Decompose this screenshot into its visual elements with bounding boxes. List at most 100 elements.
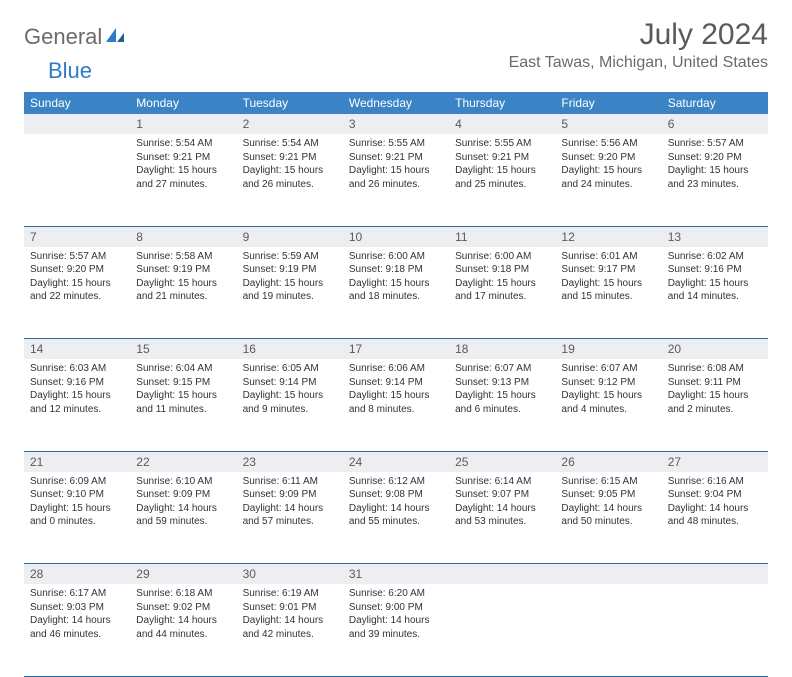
day-cell-body: Sunrise: 6:20 AMSunset: 9:00 PMDaylight:…: [343, 584, 449, 647]
day-cell: Sunrise: 6:02 AMSunset: 9:16 PMDaylight:…: [662, 247, 768, 339]
day-number-label: 14: [24, 339, 130, 359]
day-number-row: 21222324252627: [24, 451, 768, 472]
day-cell-body: Sunrise: 6:15 AMSunset: 9:05 PMDaylight:…: [555, 472, 661, 535]
logo-sail-icon: [104, 26, 126, 49]
day-cell: Sunrise: 6:11 AMSunset: 9:09 PMDaylight:…: [237, 472, 343, 564]
day-number-label: 23: [237, 452, 343, 472]
day-number-label: 28: [24, 564, 130, 584]
day-number-label: 22: [130, 452, 236, 472]
day-cell-body: Sunrise: 6:02 AMSunset: 9:16 PMDaylight:…: [662, 247, 768, 310]
day-number-label: 30: [237, 564, 343, 584]
day-number-label: 5: [555, 114, 661, 134]
day-cell-body: Sunrise: 6:04 AMSunset: 9:15 PMDaylight:…: [130, 359, 236, 422]
day-number: 26: [555, 451, 661, 472]
day-cell: Sunrise: 5:56 AMSunset: 9:20 PMDaylight:…: [555, 134, 661, 226]
day-number: 18: [449, 339, 555, 360]
day-cell-body: Sunrise: 5:59 AMSunset: 9:19 PMDaylight:…: [237, 247, 343, 310]
day-cell: Sunrise: 6:09 AMSunset: 9:10 PMDaylight:…: [24, 472, 130, 564]
day-number-label: 7: [24, 227, 130, 247]
day-cell-body: Sunrise: 6:01 AMSunset: 9:17 PMDaylight:…: [555, 247, 661, 310]
day-number-label: 2: [237, 114, 343, 134]
day-number: 2: [237, 114, 343, 134]
day-cell: Sunrise: 6:03 AMSunset: 9:16 PMDaylight:…: [24, 359, 130, 451]
day-cell: Sunrise: 5:57 AMSunset: 9:20 PMDaylight:…: [24, 247, 130, 339]
day-cell-empty: [24, 134, 130, 226]
day-cell: Sunrise: 5:57 AMSunset: 9:20 PMDaylight:…: [662, 134, 768, 226]
logo-text-blue: Blue: [48, 58, 92, 84]
day-cell-body: Sunrise: 6:00 AMSunset: 9:18 PMDaylight:…: [449, 247, 555, 310]
day-number: 11: [449, 226, 555, 247]
day-number: 28: [24, 564, 130, 585]
day-cell: Sunrise: 6:15 AMSunset: 9:05 PMDaylight:…: [555, 472, 661, 564]
day-number-label: 26: [555, 452, 661, 472]
day-body-row: Sunrise: 6:03 AMSunset: 9:16 PMDaylight:…: [24, 359, 768, 451]
day-cell: Sunrise: 6:20 AMSunset: 9:00 PMDaylight:…: [343, 584, 449, 676]
day-number-empty: [555, 564, 661, 585]
day-number-label: 15: [130, 339, 236, 359]
day-cell-body: Sunrise: 5:54 AMSunset: 9:21 PMDaylight:…: [130, 134, 236, 197]
day-number-label: 11: [449, 227, 555, 247]
weekday-header: Sunday: [24, 92, 130, 114]
day-cell-body: Sunrise: 6:03 AMSunset: 9:16 PMDaylight:…: [24, 359, 130, 422]
day-cell: Sunrise: 5:59 AMSunset: 9:19 PMDaylight:…: [237, 247, 343, 339]
day-number-label: 10: [343, 227, 449, 247]
day-number-label: 18: [449, 339, 555, 359]
day-number-label: 31: [343, 564, 449, 584]
weekday-header: Thursday: [449, 92, 555, 114]
day-number-label: 25: [449, 452, 555, 472]
day-number: 15: [130, 339, 236, 360]
day-number-row: 123456: [24, 114, 768, 134]
day-cell: Sunrise: 5:58 AMSunset: 9:19 PMDaylight:…: [130, 247, 236, 339]
day-cell-empty: [555, 584, 661, 676]
day-cell: Sunrise: 6:17 AMSunset: 9:03 PMDaylight:…: [24, 584, 130, 676]
day-cell-body: Sunrise: 6:12 AMSunset: 9:08 PMDaylight:…: [343, 472, 449, 535]
day-cell: Sunrise: 6:16 AMSunset: 9:04 PMDaylight:…: [662, 472, 768, 564]
day-number: 1: [130, 114, 236, 134]
day-cell: Sunrise: 6:04 AMSunset: 9:15 PMDaylight:…: [130, 359, 236, 451]
weekday-header: Wednesday: [343, 92, 449, 114]
day-number-row: 78910111213: [24, 226, 768, 247]
day-cell-body: Sunrise: 6:00 AMSunset: 9:18 PMDaylight:…: [343, 247, 449, 310]
day-cell-body: Sunrise: 5:55 AMSunset: 9:21 PMDaylight:…: [449, 134, 555, 197]
day-number-label: 6: [662, 114, 768, 134]
day-number: 10: [343, 226, 449, 247]
day-number-label: 27: [662, 452, 768, 472]
day-number: 6: [662, 114, 768, 134]
day-cell-body: Sunrise: 6:07 AMSunset: 9:13 PMDaylight:…: [449, 359, 555, 422]
month-title: July 2024: [509, 18, 768, 52]
day-cell-empty: [449, 584, 555, 676]
day-cell: Sunrise: 6:07 AMSunset: 9:13 PMDaylight:…: [449, 359, 555, 451]
day-cell-body: Sunrise: 6:17 AMSunset: 9:03 PMDaylight:…: [24, 584, 130, 647]
day-cell: Sunrise: 6:12 AMSunset: 9:08 PMDaylight:…: [343, 472, 449, 564]
day-cell-empty: [662, 584, 768, 676]
day-cell-body: Sunrise: 6:11 AMSunset: 9:09 PMDaylight:…: [237, 472, 343, 535]
day-cell-body: Sunrise: 6:16 AMSunset: 9:04 PMDaylight:…: [662, 472, 768, 535]
day-number-label: 29: [130, 564, 236, 584]
day-number: 25: [449, 451, 555, 472]
day-cell: Sunrise: 6:19 AMSunset: 9:01 PMDaylight:…: [237, 584, 343, 676]
day-number: 16: [237, 339, 343, 360]
day-body-row: Sunrise: 5:54 AMSunset: 9:21 PMDaylight:…: [24, 134, 768, 226]
day-cell-body: Sunrise: 6:09 AMSunset: 9:10 PMDaylight:…: [24, 472, 130, 535]
day-cell: Sunrise: 6:07 AMSunset: 9:12 PMDaylight:…: [555, 359, 661, 451]
day-cell: Sunrise: 6:06 AMSunset: 9:14 PMDaylight:…: [343, 359, 449, 451]
day-number-label: 3: [343, 114, 449, 134]
weekday-header: Saturday: [662, 92, 768, 114]
day-number: 8: [130, 226, 236, 247]
day-cell-body: Sunrise: 6:07 AMSunset: 9:12 PMDaylight:…: [555, 359, 661, 422]
day-number: 20: [662, 339, 768, 360]
day-body-row: Sunrise: 5:57 AMSunset: 9:20 PMDaylight:…: [24, 247, 768, 339]
day-number: 23: [237, 451, 343, 472]
day-cell-body: Sunrise: 6:10 AMSunset: 9:09 PMDaylight:…: [130, 472, 236, 535]
day-cell: Sunrise: 6:00 AMSunset: 9:18 PMDaylight:…: [449, 247, 555, 339]
day-number-label: 16: [237, 339, 343, 359]
weekday-header: Monday: [130, 92, 236, 114]
day-number-label: 21: [24, 452, 130, 472]
day-number-empty: [662, 564, 768, 585]
calendar-table: SundayMondayTuesdayWednesdayThursdayFrid…: [24, 92, 768, 677]
day-cell-body: Sunrise: 6:08 AMSunset: 9:11 PMDaylight:…: [662, 359, 768, 422]
day-number: 14: [24, 339, 130, 360]
day-number-empty: [24, 114, 130, 134]
day-cell: Sunrise: 6:08 AMSunset: 9:11 PMDaylight:…: [662, 359, 768, 451]
day-cell-body: Sunrise: 6:18 AMSunset: 9:02 PMDaylight:…: [130, 584, 236, 647]
